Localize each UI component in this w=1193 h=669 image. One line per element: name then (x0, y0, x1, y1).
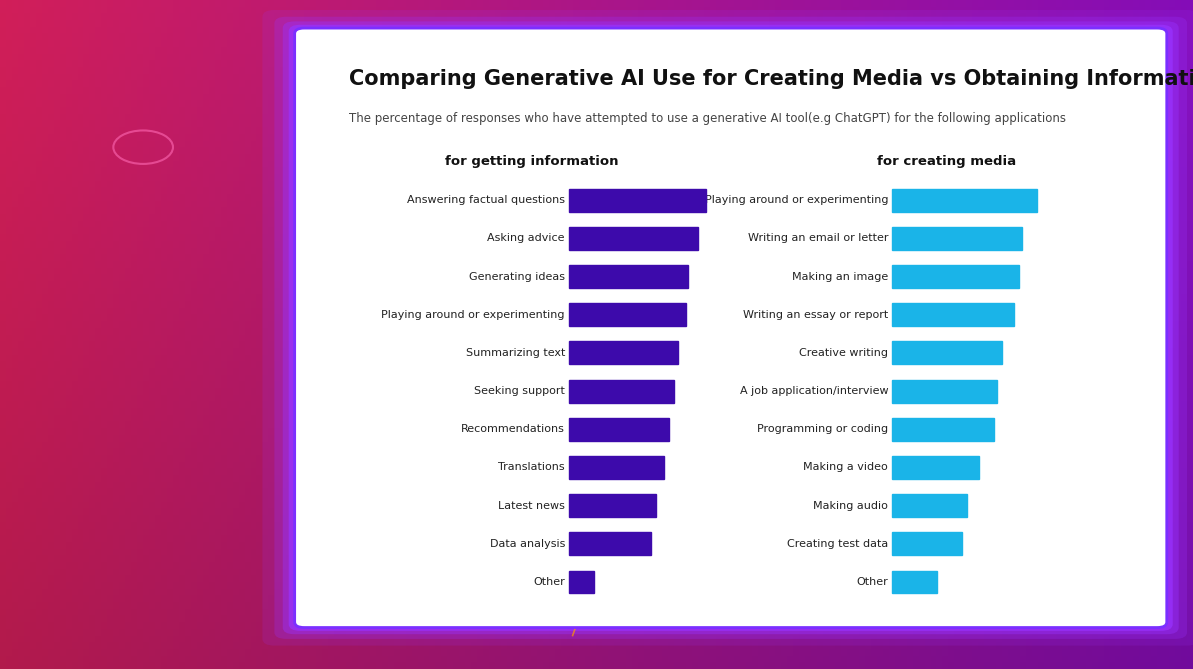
Bar (892, 494, 968, 517)
Bar (569, 379, 674, 403)
Bar (892, 189, 1037, 211)
Text: Programming or coding: Programming or coding (758, 424, 889, 434)
Bar (892, 227, 1021, 250)
FancyBboxPatch shape (274, 17, 1187, 639)
Bar (892, 533, 962, 555)
Text: Answering factual questions: Answering factual questions (407, 195, 565, 205)
Text: Making an image: Making an image (792, 272, 889, 282)
Text: Comparing Generative AI Use for Creating Media vs Obtaining Information: Comparing Generative AI Use for Creating… (350, 69, 1193, 89)
Text: for creating media: for creating media (877, 155, 1016, 168)
Bar (569, 265, 688, 288)
Bar (569, 456, 663, 479)
Text: Writing an email or letter: Writing an email or letter (748, 233, 889, 244)
Text: Generating ideas: Generating ideas (469, 272, 565, 282)
Text: Creating test data: Creating test data (787, 539, 889, 549)
Text: for getting information: for getting information (445, 155, 618, 168)
Text: Seeking support: Seeking support (474, 386, 565, 396)
Text: Recommendations: Recommendations (460, 424, 565, 434)
Text: Creative writing: Creative writing (799, 348, 889, 358)
Bar (569, 533, 651, 555)
Bar (892, 303, 1014, 326)
Text: Translations: Translations (499, 462, 565, 472)
Bar (569, 494, 656, 517)
Text: Making a video: Making a video (804, 462, 889, 472)
Bar (892, 379, 997, 403)
Text: The percentage of responses who have attempted to use a generative AI tool(e.g C: The percentage of responses who have att… (350, 112, 1067, 125)
Text: Asking advice: Asking advice (488, 233, 565, 244)
FancyBboxPatch shape (283, 21, 1179, 634)
Text: Other: Other (857, 577, 889, 587)
Text: Playing around or experimenting: Playing around or experimenting (382, 310, 565, 320)
Text: Making audio: Making audio (814, 500, 889, 510)
Text: Latest news: Latest news (497, 500, 565, 510)
Text: Data analysis: Data analysis (489, 539, 565, 549)
Bar (569, 189, 706, 211)
Text: Summarizing text: Summarizing text (465, 348, 565, 358)
Bar (569, 418, 668, 441)
Bar (892, 265, 1019, 288)
Bar (569, 303, 686, 326)
Text: Playing around or experimenting: Playing around or experimenting (705, 195, 889, 205)
Text: A job application/interview: A job application/interview (740, 386, 889, 396)
Bar (892, 418, 995, 441)
Bar (892, 571, 938, 593)
Text: Writing an essay or report: Writing an essay or report (743, 310, 889, 320)
Bar (892, 456, 979, 479)
Bar (569, 571, 594, 593)
FancyBboxPatch shape (262, 10, 1193, 646)
FancyBboxPatch shape (289, 25, 1173, 631)
Bar (892, 341, 1002, 365)
Text: Other: Other (533, 577, 565, 587)
FancyBboxPatch shape (295, 28, 1167, 628)
Bar (569, 227, 698, 250)
Bar (569, 341, 679, 365)
